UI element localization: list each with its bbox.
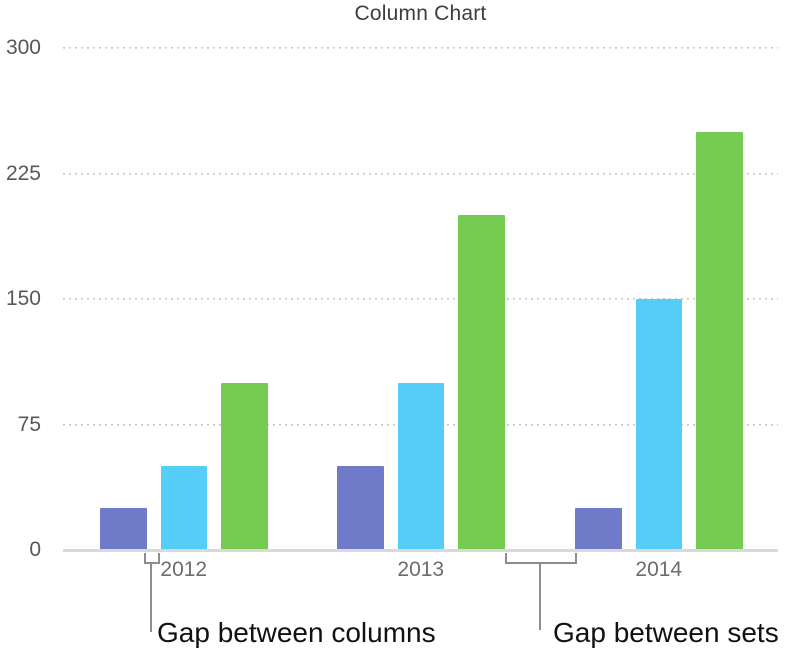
gap-between-columns-label: Gap between columns bbox=[157, 617, 436, 648]
x-axis-category-label: 2013 bbox=[397, 558, 445, 581]
gap-between-sets-callout-line bbox=[539, 564, 541, 630]
gridline bbox=[63, 172, 778, 175]
gap-between-columns-callout-line bbox=[150, 564, 152, 632]
bar-2014-series-1 bbox=[575, 508, 622, 550]
y-axis-tick-label: 0 bbox=[29, 538, 41, 561]
bar-2012-series-2 bbox=[160, 466, 207, 550]
x-axis-line bbox=[63, 549, 778, 552]
chart-title: Column Chart bbox=[354, 2, 487, 25]
bar-2013-series-2 bbox=[397, 382, 444, 550]
bar-2013-series-1 bbox=[337, 466, 384, 550]
y-axis-tick-label: 300 bbox=[5, 36, 41, 59]
gridline bbox=[63, 47, 778, 49]
gap-between-columns-bracket bbox=[144, 553, 160, 564]
x-axis-category-label: 2012 bbox=[160, 558, 208, 581]
gridline bbox=[63, 298, 778, 300]
bar-2014-series-3 bbox=[696, 131, 743, 550]
gap-between-sets-bracket bbox=[505, 553, 577, 564]
y-axis-tick-label: 75 bbox=[17, 412, 41, 436]
y-axis-tick-label: 150 bbox=[5, 287, 41, 310]
bar-2012-series-3 bbox=[221, 382, 268, 550]
bar-2013-series-3 bbox=[458, 215, 505, 550]
x-axis-category-label: 2014 bbox=[635, 558, 683, 581]
y-axis-tick-label: 225 bbox=[5, 161, 41, 185]
gap-between-sets-label: Gap between sets bbox=[553, 617, 779, 648]
bar-2012-series-1 bbox=[100, 508, 147, 550]
bar-2014-series-2 bbox=[635, 299, 682, 550]
